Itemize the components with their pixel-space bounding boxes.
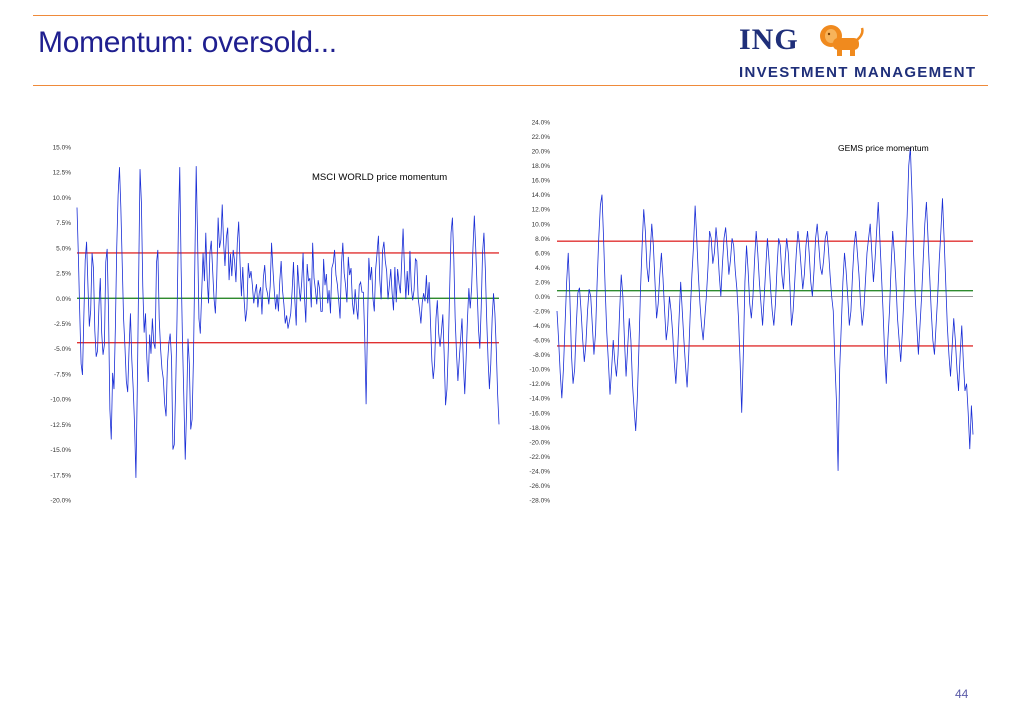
header-rule	[33, 85, 988, 86]
gems-y-tick-label: -8.0%	[533, 352, 550, 359]
gems-y-tick-label: 6.0%	[535, 250, 550, 257]
gems-y-tick-label: 8.0%	[535, 236, 550, 243]
gems-y-tick-label: 10.0%	[532, 221, 551, 228]
gems-y-tick-label: -10.0%	[529, 367, 550, 374]
gems-y-tick-label: -6.0%	[533, 338, 550, 345]
gems-y-tick-label: 16.0%	[532, 178, 551, 185]
gems-y-tick-label: -28.0%	[529, 498, 550, 505]
msci-y-tick-label: 15.0%	[53, 145, 72, 152]
gems-y-tick-label: 0.0%	[535, 294, 550, 301]
msci-series-line	[76, 166, 500, 478]
gems-y-tick-label: 22.0%	[532, 134, 551, 141]
msci-y-tick-label: 5.0%	[56, 245, 71, 252]
gems-y-tick-label: 20.0%	[532, 149, 551, 156]
gems-y-tick-label: 2.0%	[535, 279, 550, 286]
msci-y-tick-label: 7.5%	[56, 220, 71, 227]
msci-y-tick-label: -15.0%	[50, 447, 71, 454]
gems-y-tick-label: 24.0%	[532, 120, 551, 127]
msci-y-tick-label: 12.5%	[53, 170, 72, 177]
msci-y-tick-label: -2.5%	[54, 321, 71, 328]
lion-logo-icon	[820, 25, 864, 56]
msci-y-tick-label: -5.0%	[54, 346, 71, 353]
gems-y-tick-label: -26.0%	[529, 483, 550, 490]
msci-y-tick-label: -12.5%	[50, 422, 71, 429]
gems-y-tick-label: -20.0%	[529, 439, 550, 446]
msci-y-tick-label: 10.0%	[53, 195, 72, 202]
gems-y-tick-label: -24.0%	[529, 468, 550, 475]
msci-y-tick-label: -20.0%	[50, 498, 71, 505]
msci-y-tick-label: -7.5%	[54, 371, 71, 378]
gems-y-tick-label: -18.0%	[529, 425, 550, 432]
gems-y-tick-label: 18.0%	[532, 163, 551, 170]
msci-y-tick-label: -17.5%	[50, 472, 71, 479]
gems-y-tick-label: 12.0%	[532, 207, 551, 214]
page-number: 44	[955, 687, 969, 701]
ing-logo-wordmark: ING	[739, 23, 799, 56]
ing-logo-subtitle: INVESTMENT MANAGEMENT	[739, 64, 977, 81]
msci-y-tick-label: 2.5%	[56, 271, 71, 278]
gems-chart-title: GEMS price momentum	[838, 143, 929, 153]
msci-ref-lines	[77, 252, 499, 344]
msci-y-tick-label: 0.0%	[56, 296, 71, 303]
gems-y-ticks: 24.0% 22.0% 20.0% 18.0% 16.0% 14.0% 12.0% 10.0%…	[529, 120, 973, 505]
gems-y-tick-label: -12.0%	[529, 381, 550, 388]
msci-y-tick-label: -10.0%	[50, 397, 71, 404]
gems-y-tick-label: -16.0%	[529, 410, 550, 417]
gems-ref-lines	[557, 240, 973, 347]
gems-y-tick-label: 4.0%	[535, 265, 550, 272]
gems-series-line	[556, 147, 974, 471]
gems-y-tick-label: -2.0%	[533, 309, 550, 316]
gems-y-tick-label: -14.0%	[529, 396, 550, 403]
top-rule	[33, 15, 988, 16]
gems-y-tick-label: 14.0%	[532, 192, 551, 199]
slide-title: Momentum: oversold...	[38, 26, 337, 59]
gems-y-tick-label: -22.0%	[529, 454, 550, 461]
gems-y-tick-label: -4.0%	[533, 323, 550, 330]
msci-chart-title: MSCI WORLD price momentum	[312, 172, 447, 183]
